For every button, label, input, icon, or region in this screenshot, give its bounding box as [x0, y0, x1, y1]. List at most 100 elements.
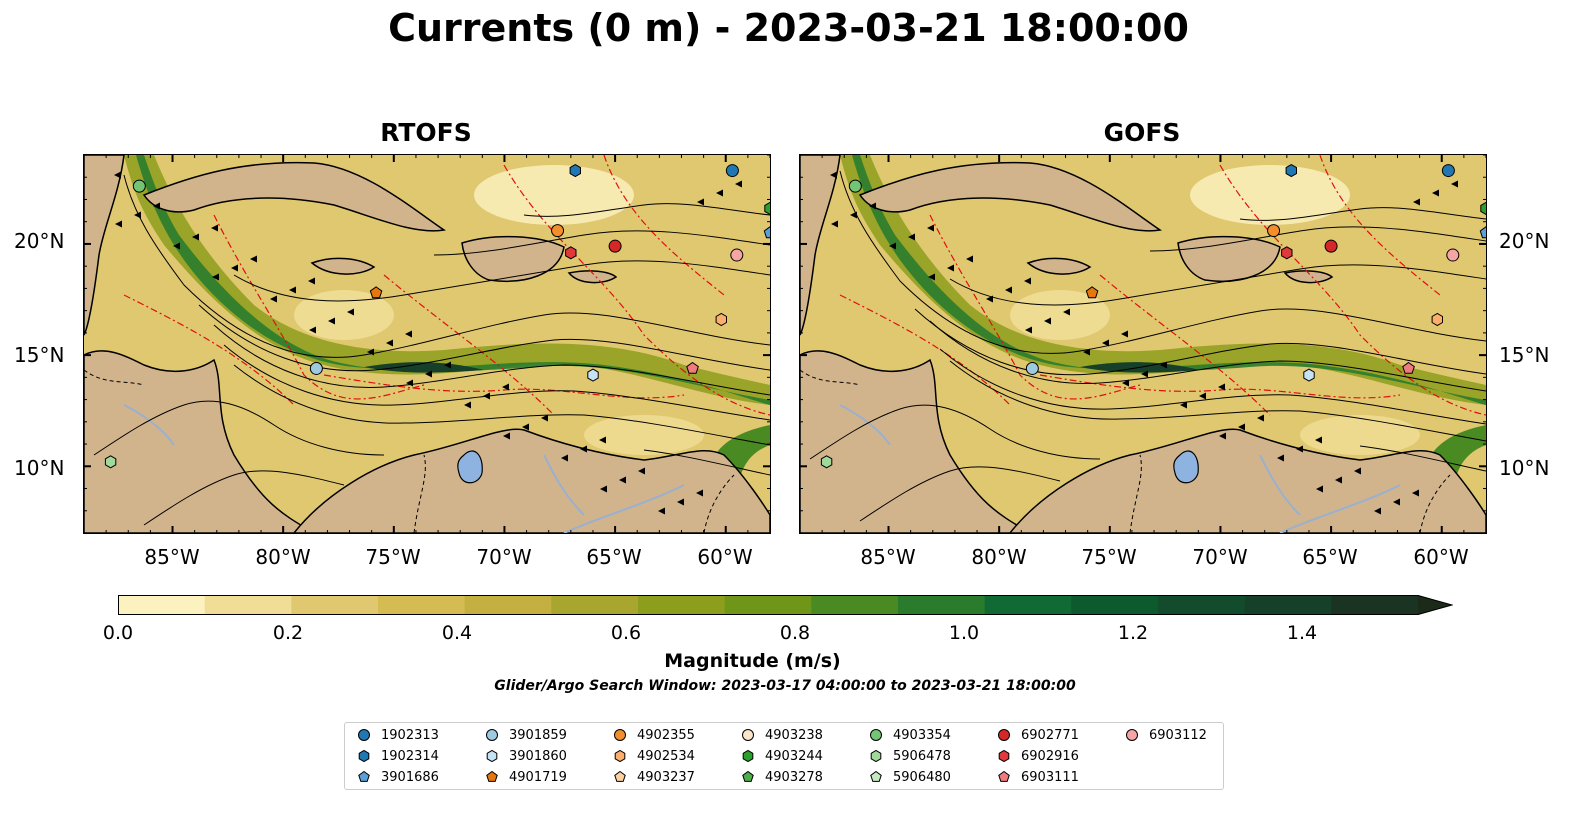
colorbar-scale	[118, 595, 1454, 615]
streamline-arrow	[947, 264, 954, 272]
streamline-arrow	[830, 171, 837, 179]
river	[1259, 454, 1301, 516]
streamline-arrow	[908, 233, 915, 241]
legend-item: 4902355	[613, 726, 695, 744]
streamline-arrow	[927, 224, 934, 232]
streamline-arrow	[716, 189, 723, 197]
colorbar-tick: 1.0	[948, 622, 980, 644]
streamline-arrow	[1044, 317, 1051, 325]
rtofs-panel: RTOFS	[76, 118, 776, 538]
lon-label-75w: 75°W	[365, 545, 421, 569]
streamline-arrow	[503, 432, 510, 440]
colorbar-tick: 0.8	[779, 622, 811, 644]
streamline-arrow	[1315, 436, 1322, 444]
rtofs-map[interactable]	[83, 154, 771, 534]
border	[800, 369, 861, 386]
legend-item: 4902534	[613, 747, 695, 765]
search-window-subtitle: Glider/Argo Search Window: 2023-03-17 04…	[494, 678, 1076, 694]
streamline-arrow	[1122, 379, 1129, 387]
legend-label: 4902355	[637, 727, 695, 743]
float-marker-6902916	[565, 246, 577, 260]
legend-label: 4903237	[637, 769, 695, 785]
float-marker-4903244	[764, 201, 770, 215]
border	[703, 474, 735, 533]
legend-marker-icon	[358, 770, 370, 782]
streamline-arrow	[580, 445, 587, 453]
gofs-map[interactable]	[799, 154, 1487, 534]
streamline-arrow	[1083, 348, 1090, 356]
legend-marker	[486, 770, 498, 782]
lon-label-65w: 65°W	[586, 545, 642, 569]
legend-item: 6903111	[997, 768, 1079, 786]
legend-item: 4903354	[869, 726, 951, 744]
legend-marker	[998, 749, 1010, 763]
border	[413, 454, 426, 533]
streamline-arrow	[1412, 489, 1419, 497]
legend-marker	[870, 770, 882, 782]
streamline-arrow	[502, 383, 509, 391]
lon-label-70w: 70°W	[476, 545, 532, 569]
land-mass	[800, 350, 1032, 533]
streamline-arrow	[1316, 485, 1323, 493]
float-marker-6903112	[730, 248, 744, 262]
legend-item: 4903244	[741, 747, 823, 765]
eez-boundary	[503, 164, 770, 416]
eez-boundary	[1219, 164, 1486, 416]
colorbar-tick: 0.6	[610, 622, 642, 644]
streamline	[143, 470, 345, 526]
lon-label-70w-gofs: 70°W	[1192, 545, 1248, 569]
streamline-arrow	[1451, 180, 1458, 188]
legend-item: 4903278	[741, 768, 823, 786]
streamline	[1359, 445, 1486, 472]
streamline-arrow	[600, 485, 607, 493]
legend-marker-icon	[742, 749, 754, 763]
float-marker-3901686	[763, 226, 770, 239]
streamline	[233, 260, 770, 302]
lake	[1173, 450, 1199, 484]
legend-marker	[742, 749, 754, 763]
lon-label-60w: 60°W	[697, 545, 753, 569]
streamline-arrow	[1219, 432, 1226, 440]
lake	[457, 450, 483, 484]
river	[543, 454, 585, 516]
streamline-arrow	[153, 202, 160, 210]
legend-marker-icon	[614, 770, 626, 782]
lon-label-75w-gofs: 75°W	[1081, 545, 1137, 569]
float-marker-6902771	[608, 239, 622, 253]
legend-item: 5906480	[869, 768, 951, 786]
streamline-arrow	[850, 211, 857, 219]
calm-area	[1300, 415, 1420, 455]
streamline-arrow	[1141, 370, 1148, 378]
colorbar-label: Magnitude (m/s)	[664, 650, 841, 672]
lat-label-20n: 20°N	[14, 229, 65, 253]
colorbar-segment	[1244, 595, 1332, 615]
streamline-arrow	[1393, 498, 1400, 506]
land-mass	[293, 428, 770, 533]
streamline-arrow	[405, 330, 412, 338]
river	[1279, 484, 1401, 533]
streamline-arrow	[1063, 308, 1070, 316]
legend-marker-icon	[742, 770, 754, 782]
streamline	[233, 364, 770, 446]
streamline-arrow	[1374, 507, 1381, 515]
calm-area	[474, 165, 634, 225]
colorbar	[118, 595, 1454, 625]
streamline-arrow	[464, 401, 471, 409]
streamline-arrow	[192, 233, 199, 241]
legend-marker	[486, 729, 498, 741]
border	[1129, 454, 1142, 533]
legend-item: 1902313	[357, 726, 439, 744]
streamline	[213, 324, 770, 396]
float-marker-6902771	[1324, 239, 1338, 253]
legend-marker-icon	[486, 749, 498, 763]
float-marker-3901859	[309, 361, 323, 375]
streamline-arrow	[115, 220, 122, 228]
rtofs-map-canvas	[84, 155, 770, 533]
lon-label-80w-gofs: 80°W	[971, 545, 1027, 569]
river	[563, 484, 685, 533]
streamline-arrow	[1335, 476, 1342, 484]
float-legend: 1902313 1902314 3901686 3901859 3901860 49017…	[344, 722, 1224, 790]
colorbar-segment	[1331, 595, 1419, 615]
legend-label: 4903238	[765, 727, 823, 743]
float-marker-3901860	[1303, 368, 1315, 382]
